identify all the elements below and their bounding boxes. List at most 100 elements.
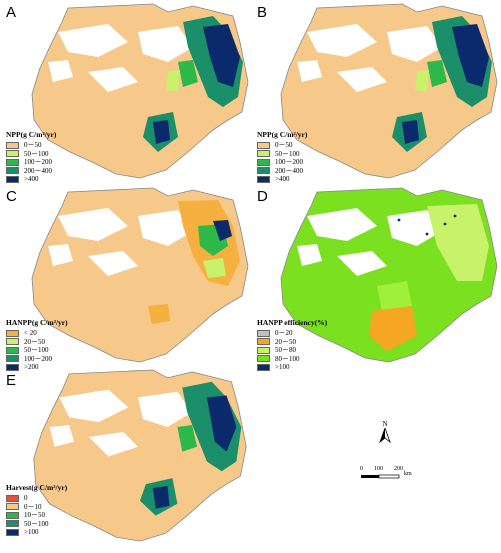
scale-tick-100: 100 — [374, 466, 383, 472]
legend-d-item: 50－80 — [257, 346, 327, 354]
legend-label: 50－100 — [275, 149, 300, 158]
legend-d: HANPP efficiency(%) 0－20 20－50 50－80 80－… — [257, 318, 327, 372]
legend-label: 50－100 — [24, 519, 49, 528]
legend-swatch — [257, 346, 270, 354]
legend-c: HANPP(g C/m²/yr) < 20 20－50 50－100 100－2… — [6, 318, 68, 372]
scale-tick-0: 0 — [360, 466, 363, 472]
legend-e-item: 10－50 — [6, 511, 67, 519]
legend-label: >100 — [24, 528, 39, 536]
legend-label: 200－400 — [24, 166, 52, 175]
legend-c-item: 100－200 — [6, 355, 68, 363]
legend-e-item: >100 — [6, 528, 67, 536]
legend-swatch — [257, 175, 270, 183]
legend-label: 10－50 — [24, 511, 45, 519]
north-arrow-icon — [379, 426, 391, 444]
legend-a-item: 0－50 — [6, 141, 56, 149]
map-d — [277, 186, 499, 371]
legend-b-item: >400 — [257, 175, 307, 183]
legend-swatch — [6, 158, 19, 166]
legend-swatch — [6, 363, 19, 371]
legend-label: 200－400 — [275, 166, 303, 175]
legend-label: 50－80 — [275, 346, 296, 354]
legend-label: 0－20 — [275, 329, 293, 337]
map-d-region — [280, 187, 498, 363]
legend-e-item: 0 — [6, 494, 67, 502]
legend-e-title: Harvest(g C/m²/yr) — [6, 483, 68, 492]
legend-e-item: 0－10 — [6, 503, 67, 511]
map-e — [28, 368, 250, 553]
legend-swatch — [257, 167, 270, 174]
map-e-region — [33, 369, 247, 542]
legend-a-item: 50－100 — [6, 150, 56, 158]
legend-b-item: 50－100 — [257, 150, 307, 158]
legend-d-title: HANPP efficiency(%) — [257, 318, 328, 327]
legend-label: >100 — [275, 363, 290, 371]
legend-d-item: 80－100 — [257, 355, 327, 363]
legend-label: 0－50 — [24, 141, 42, 149]
legend-label: 0－50 — [275, 141, 293, 149]
panel-letter-e: E — [6, 372, 17, 389]
legend-a-item: 100－200 — [6, 158, 56, 166]
legend-b-item: 100－200 — [257, 158, 307, 166]
legend-swatch — [6, 494, 19, 502]
legend-swatch — [6, 141, 19, 149]
legend-swatch — [6, 175, 19, 183]
map-b — [277, 2, 499, 187]
panel-letter-c: C — [6, 188, 17, 205]
legend-label: 50－100 — [24, 346, 49, 354]
map-c-region — [31, 187, 249, 363]
legend-label: < 20 — [24, 329, 37, 337]
legend-c-item: < 20 — [6, 329, 68, 337]
legend-label: 100－200 — [275, 158, 303, 166]
legend-swatch — [257, 329, 270, 337]
legend-label: >400 — [24, 175, 39, 183]
legend-c-item: >200 — [6, 363, 68, 371]
panel-letter-a: A — [6, 4, 17, 21]
scale-bar: 0 100 200 km — [360, 466, 420, 486]
legend-a-title: NPP(g C/m²/yr) — [6, 130, 57, 139]
legend-b-item: 0－50 — [257, 141, 307, 149]
legend-d-item: >100 — [257, 363, 327, 371]
legend-swatch — [6, 503, 19, 510]
legend-swatch — [6, 528, 19, 536]
north-arrow: N — [378, 420, 392, 446]
legend-label: 20－50 — [275, 337, 296, 346]
legend-e-item: 50－100 — [6, 520, 67, 528]
legend-b-title: NPP(g C/m²/yr) — [257, 130, 308, 139]
legend-label: >400 — [275, 175, 290, 183]
legend-c-title: HANPP(g C/m²/yr) — [6, 318, 68, 327]
legend-swatch — [6, 167, 19, 174]
legend-d-item: 20－50 — [257, 338, 327, 346]
map-a-region — [31, 3, 249, 179]
legend-label: 80－100 — [275, 354, 300, 363]
map-a — [28, 2, 250, 187]
legend-swatch — [6, 329, 19, 337]
legend-swatch — [6, 338, 19, 345]
scale-tick-200: 200 — [394, 466, 403, 472]
legend-a-item: >400 — [6, 175, 56, 183]
legend-swatch — [257, 150, 270, 157]
legend-swatch — [6, 520, 19, 527]
legend-a: NPP(g C/m²/yr) 0－50 50－100 100－200 200－4… — [6, 130, 56, 184]
scale-bar-graphic — [361, 474, 400, 479]
legend-b-item: 200－400 — [257, 167, 307, 175]
legend-swatch — [257, 355, 270, 362]
panel-letter-b: B — [257, 4, 268, 21]
panel-letter-d: D — [257, 188, 268, 205]
legend-label: 20－50 — [24, 337, 45, 346]
legend-swatch — [257, 363, 270, 371]
legend-label: 100－200 — [24, 354, 52, 363]
legend-c-item: 20－50 — [6, 338, 68, 346]
legend-swatch — [257, 338, 270, 345]
legend-c-item: 50－100 — [6, 346, 68, 354]
legend-label: 0－10 — [24, 502, 42, 511]
legend-swatch — [6, 150, 19, 157]
legend-e: Harvest(g C/m²/yr) 0 0－10 10－50 50－100 >… — [6, 483, 67, 537]
map-b-region — [280, 3, 498, 179]
legend-label: 50－100 — [24, 149, 49, 158]
map-c — [28, 186, 250, 371]
legend-label: 0 — [24, 494, 28, 502]
legend-a-item: 200－400 — [6, 167, 56, 175]
legend-label: >200 — [24, 363, 39, 371]
legend-swatch — [6, 511, 19, 519]
